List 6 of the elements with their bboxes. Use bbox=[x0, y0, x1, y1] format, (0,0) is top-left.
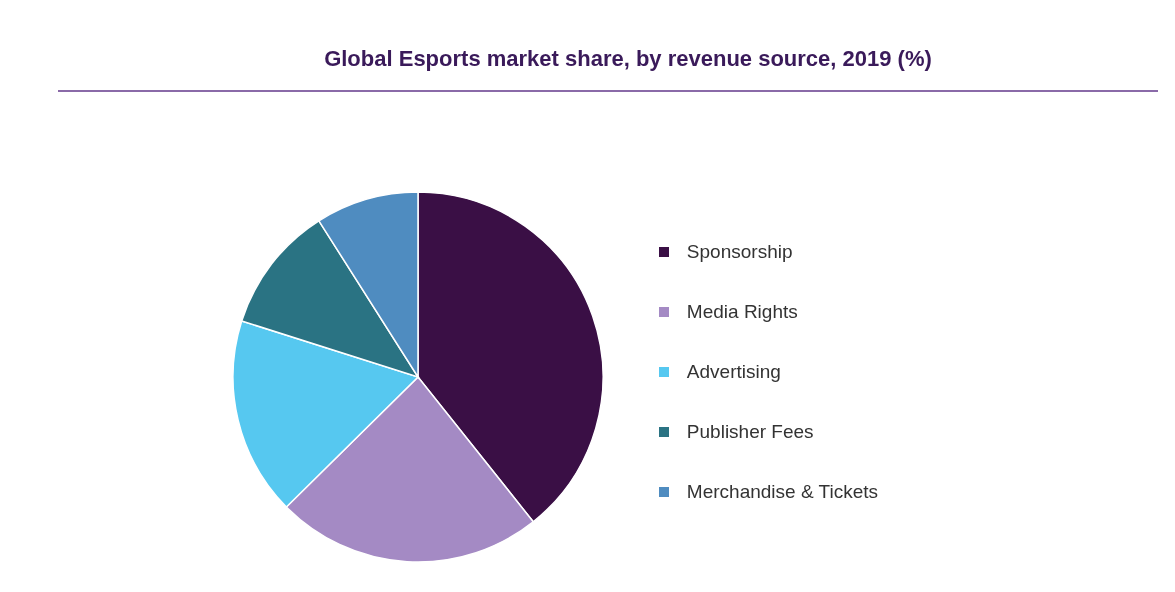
chart-title: Global Esports market share, by revenue source, 2019 (%) bbox=[323, 45, 933, 72]
legend-label: Sponsorship bbox=[686, 241, 793, 263]
legend-label: Merchandise & Tickets bbox=[686, 481, 878, 503]
legend-label: Publisher Fees bbox=[686, 421, 814, 443]
legend-label: Advertising bbox=[686, 361, 781, 383]
legend-label: Media Rights bbox=[686, 301, 798, 323]
